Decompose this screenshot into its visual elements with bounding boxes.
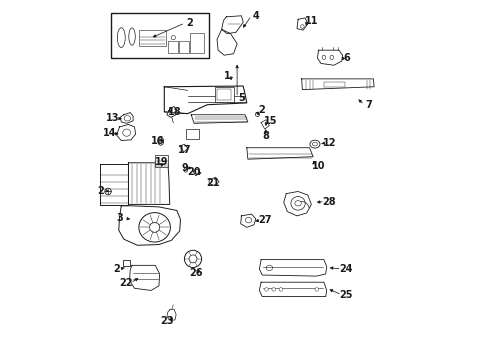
Polygon shape (164, 86, 247, 114)
Ellipse shape (189, 255, 197, 263)
Text: 1: 1 (224, 71, 230, 81)
Bar (191, 33, 204, 53)
Text: 11: 11 (305, 17, 318, 27)
Ellipse shape (255, 112, 260, 117)
Ellipse shape (310, 140, 320, 148)
Text: 19: 19 (155, 157, 169, 167)
Polygon shape (241, 214, 256, 227)
Ellipse shape (129, 28, 135, 45)
Ellipse shape (300, 25, 304, 28)
Ellipse shape (295, 201, 301, 206)
Ellipse shape (184, 250, 201, 267)
Text: 20: 20 (187, 167, 201, 177)
Bar (139, 31, 166, 45)
Text: 9: 9 (181, 163, 188, 173)
Text: 12: 12 (322, 138, 336, 148)
Ellipse shape (322, 55, 326, 59)
Polygon shape (193, 169, 200, 176)
Text: 8: 8 (262, 131, 269, 141)
Ellipse shape (279, 288, 283, 291)
Bar (217, 89, 231, 100)
Polygon shape (261, 120, 270, 129)
Bar (215, 87, 234, 102)
Polygon shape (302, 79, 374, 90)
Ellipse shape (149, 222, 160, 232)
Text: 5: 5 (238, 93, 245, 103)
Ellipse shape (122, 129, 131, 136)
Ellipse shape (171, 36, 175, 40)
Ellipse shape (158, 137, 164, 145)
Text: 2: 2 (186, 18, 193, 28)
Bar (155, 155, 168, 167)
Polygon shape (209, 177, 219, 185)
Bar (111, 13, 209, 58)
Polygon shape (284, 192, 311, 216)
Polygon shape (217, 30, 237, 55)
Text: 3: 3 (117, 213, 123, 223)
Text: 2: 2 (258, 105, 265, 115)
Text: 13: 13 (105, 113, 119, 123)
Ellipse shape (245, 217, 252, 223)
Polygon shape (191, 115, 248, 123)
Bar (186, 129, 199, 139)
Polygon shape (100, 164, 128, 205)
Text: 2: 2 (98, 186, 104, 196)
Bar (324, 82, 345, 87)
Text: 21: 21 (207, 178, 220, 188)
Ellipse shape (315, 288, 318, 291)
Text: 15: 15 (264, 116, 277, 126)
Ellipse shape (330, 55, 334, 59)
Ellipse shape (139, 213, 171, 242)
Polygon shape (297, 18, 308, 30)
Polygon shape (120, 113, 133, 123)
Text: 25: 25 (340, 290, 353, 300)
Text: 7: 7 (366, 100, 372, 110)
Text: 17: 17 (178, 144, 192, 154)
Text: 22: 22 (119, 278, 133, 288)
Text: 6: 6 (344, 53, 350, 63)
Text: 2: 2 (114, 264, 121, 274)
Polygon shape (221, 16, 243, 34)
Polygon shape (318, 50, 343, 65)
Text: 16: 16 (151, 136, 165, 145)
Polygon shape (167, 309, 176, 320)
Text: 10: 10 (312, 161, 325, 171)
Ellipse shape (124, 116, 131, 121)
Text: 28: 28 (322, 197, 336, 207)
Ellipse shape (105, 188, 111, 195)
Ellipse shape (313, 142, 318, 146)
Polygon shape (129, 265, 160, 291)
Text: 24: 24 (340, 264, 353, 274)
Polygon shape (119, 206, 180, 245)
Polygon shape (259, 260, 327, 276)
Text: 14: 14 (103, 129, 116, 138)
Text: 23: 23 (160, 316, 173, 326)
Polygon shape (117, 125, 136, 140)
Bar (179, 41, 189, 53)
Polygon shape (247, 148, 313, 159)
Polygon shape (167, 107, 177, 117)
Ellipse shape (117, 28, 125, 48)
Text: 4: 4 (252, 11, 259, 21)
Bar (123, 260, 130, 266)
Bar (168, 41, 178, 53)
Ellipse shape (291, 197, 305, 210)
Polygon shape (180, 144, 188, 152)
Polygon shape (259, 282, 327, 297)
Ellipse shape (184, 168, 188, 172)
Text: 26: 26 (189, 268, 202, 278)
Text: 18: 18 (168, 107, 182, 117)
Polygon shape (128, 163, 170, 204)
Ellipse shape (272, 288, 275, 291)
Text: 27: 27 (258, 215, 271, 225)
Ellipse shape (265, 288, 269, 291)
